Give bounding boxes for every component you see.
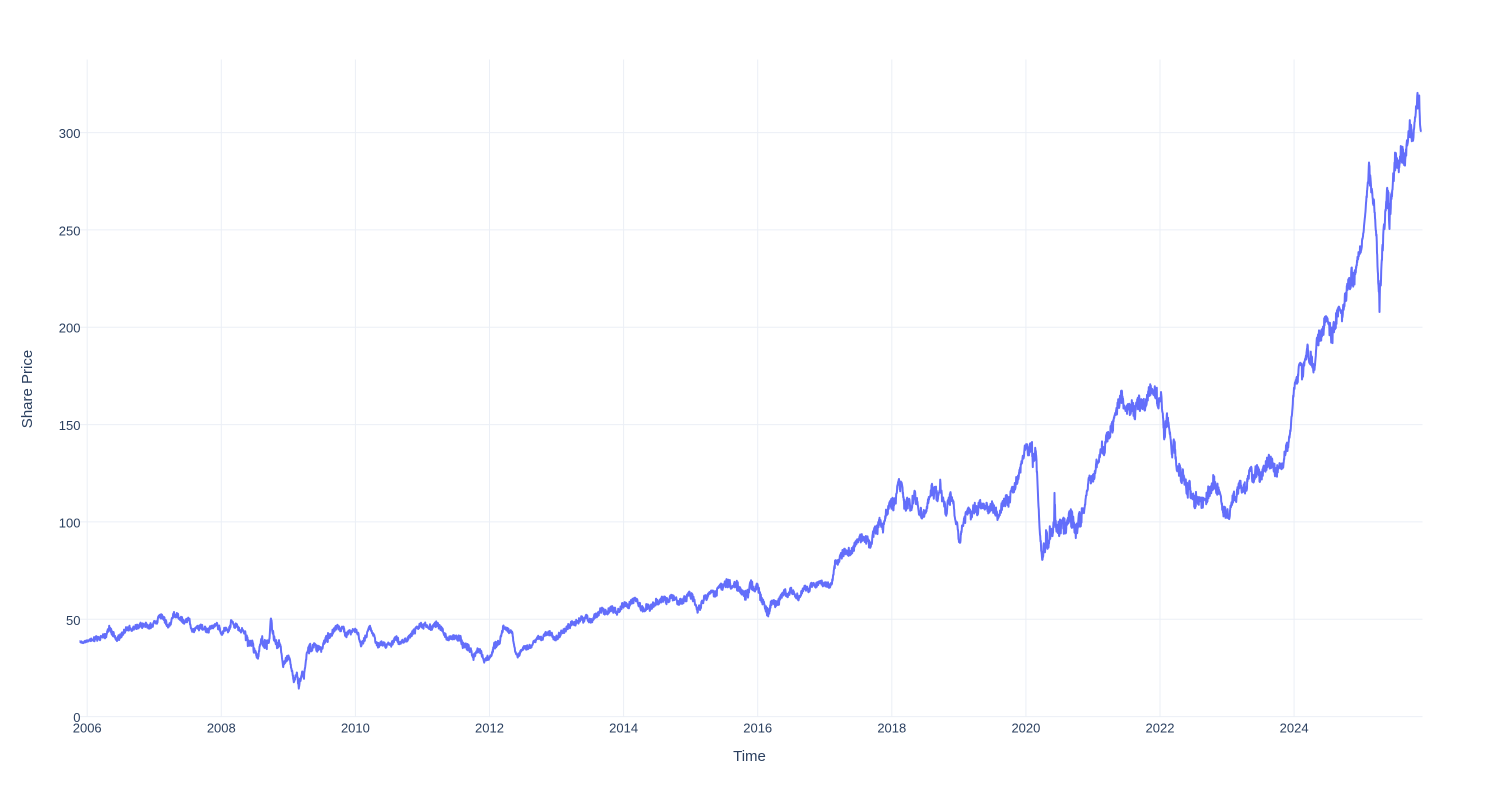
- svg-text:Share Price: Share Price: [19, 350, 36, 428]
- svg-text:2016: 2016: [743, 721, 772, 736]
- svg-text:2012: 2012: [475, 721, 504, 736]
- svg-text:50: 50: [66, 613, 80, 628]
- svg-text:150: 150: [59, 418, 81, 433]
- svg-text:2006: 2006: [73, 721, 102, 736]
- svg-text:100: 100: [59, 515, 81, 530]
- svg-text:2008: 2008: [207, 721, 236, 736]
- svg-text:Time: Time: [733, 748, 766, 765]
- svg-text:2010: 2010: [341, 721, 370, 736]
- svg-text:2014: 2014: [609, 721, 638, 736]
- svg-text:200: 200: [59, 321, 81, 336]
- svg-text:2018: 2018: [877, 721, 906, 736]
- svg-text:2022: 2022: [1146, 721, 1175, 736]
- svg-text:300: 300: [59, 126, 81, 141]
- svg-text:0: 0: [73, 710, 80, 725]
- svg-text:250: 250: [59, 223, 81, 238]
- svg-text:2024: 2024: [1280, 721, 1309, 736]
- svg-text:2020: 2020: [1011, 721, 1040, 736]
